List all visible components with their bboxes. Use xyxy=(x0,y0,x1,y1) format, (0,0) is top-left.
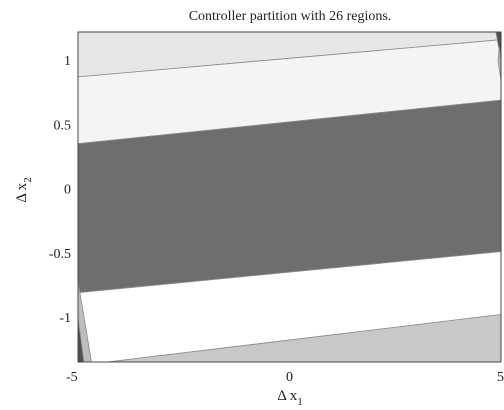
y-tick-label: 0.5 xyxy=(54,119,72,134)
y-tick-label: 0 xyxy=(64,183,71,198)
y-tick-label: -0.5 xyxy=(49,247,71,262)
chart-title: Controller partition with 26 regions. xyxy=(189,9,392,24)
axis-ticks: -5 0 5 -1 -0.5 0 0.5 1 xyxy=(49,54,504,385)
x-tick-label: 5 xyxy=(497,370,504,385)
x-tick-label: -5 xyxy=(66,370,78,385)
x-axis-label: Δ x1 xyxy=(277,388,303,408)
partition-regions xyxy=(77,31,502,363)
y-tick-label: 1 xyxy=(64,54,71,69)
plot-area-border xyxy=(77,31,502,363)
y-axis-label: Δ x2 xyxy=(14,177,34,203)
x-tick-label: 0 xyxy=(286,370,293,385)
y-tick-label: -1 xyxy=(59,311,71,326)
plot-frame xyxy=(77,31,502,363)
